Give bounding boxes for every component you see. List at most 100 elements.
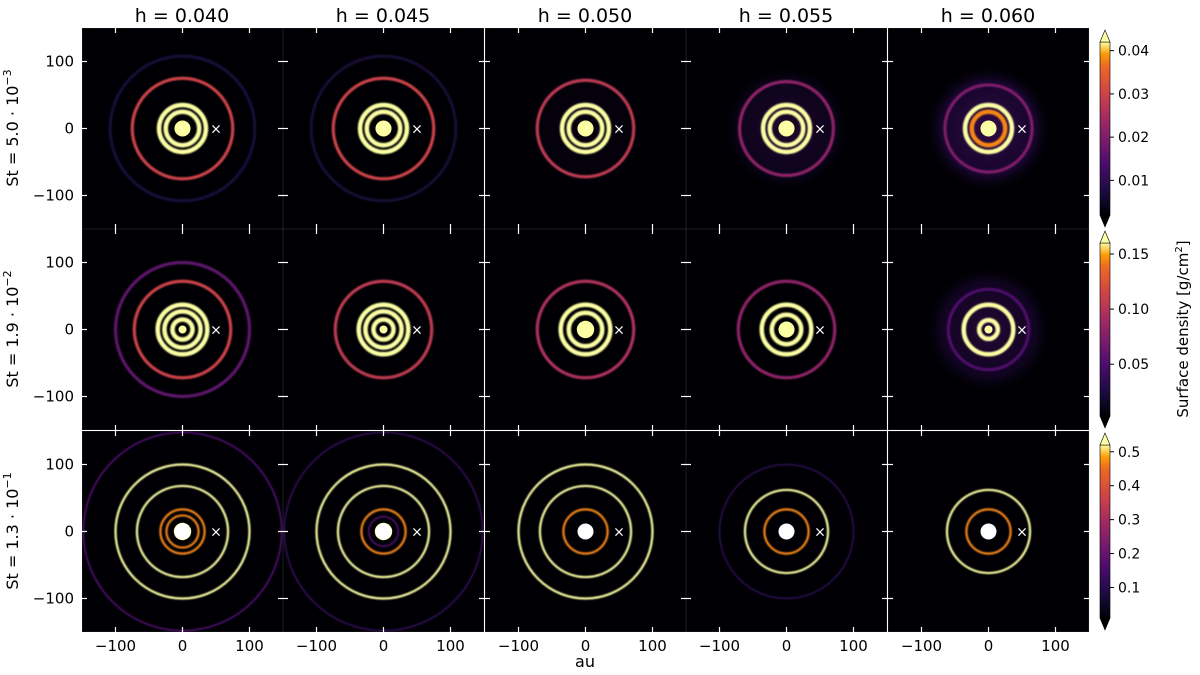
central-core-bright [778,523,795,540]
dust-ring [969,109,1008,148]
colorbar-2 [1099,444,1111,619]
panel-2-3: × [686,431,887,632]
colorbar-tick-label: 0.03 [1118,87,1149,103]
central-core [782,124,791,133]
panel-1-2: × [485,229,686,430]
dust-ring [367,515,400,548]
dust-ring [162,309,203,350]
dust-ring [718,463,855,600]
central-core [984,124,993,133]
central-core-bright [174,523,191,540]
y-tick-label: −100 [33,590,74,608]
dust-ring [165,514,200,549]
colorbar-extend-max [1099,29,1111,43]
x-tick-label: −100 [296,637,337,655]
dust-ring [159,508,206,555]
row-label-0: St = 5.0 · 10−3 [1,69,22,186]
row-label-0-main: St = 5.0 · 10 [3,86,22,187]
dust-ring [315,463,452,600]
colorbar-label: Surface density [g/cm2] [1174,240,1192,417]
row-label-2-main: St = 1.3 · 10 [3,489,22,590]
dust-ring [760,102,813,155]
dust-ring [769,312,804,347]
panel-0-3: × [686,28,887,229]
y-tick-label: 100 [45,456,74,474]
row-label-1-exp: −2 [1,270,14,286]
x-tick-label: 100 [235,637,264,655]
dust-ring [759,302,814,357]
central-core [581,124,590,133]
dust-ring [371,317,396,342]
row-label-1: St = 1.9 · 10−2 [1,270,22,387]
central-core [178,325,187,334]
dust-ring [363,309,404,350]
x-tick-label: 0 [984,637,994,655]
planet-marker: × [1016,525,1028,541]
y-tick-label: 0 [64,523,74,541]
x-tick-label: 0 [782,637,792,655]
panel-2-2: × [485,431,686,632]
panel-1-0: × [82,229,283,430]
panel-2-0: × [82,431,283,632]
column-title-3: h = 0.055 [739,5,833,27]
colorbar-tick-label: 0.1 [1118,580,1140,596]
central-core-bright [980,523,997,540]
dust-ring [336,484,431,579]
central-core-bright [577,523,594,540]
colorbar-extend-min [1099,415,1111,429]
dust-ring [333,279,434,380]
dust-ring [357,102,410,155]
dust-ring [562,508,609,555]
x-tick-label: −100 [95,637,136,655]
dust-ring [163,109,202,148]
dust-ring [135,484,230,579]
planet-marker: × [210,525,222,541]
colorbar-tick-label: 0.04 [1118,44,1149,60]
planet-marker: × [1016,323,1028,339]
dust-ring [962,102,1015,155]
dust-ring [114,463,251,600]
dust-ring [331,76,436,181]
panel-2-1: × [283,431,484,632]
panel-1-3: × [686,229,887,430]
panel-1-4: × [888,229,1089,430]
panel-0-1: × [283,28,484,229]
dust-ring [517,463,654,600]
colorbar-tick-label: 0.02 [1118,130,1149,146]
planet-marker: × [814,323,826,339]
x-tick-label: −100 [699,637,740,655]
dust-ring [535,78,636,179]
dust-ring [156,102,209,155]
colorbar-extend-min [1099,214,1111,228]
colorbar-1 [1099,242,1111,417]
dust-ring [965,508,1012,555]
planet-marker: × [613,323,625,339]
colorbar-tick-label: 0.2 [1118,547,1140,563]
colorbar-tick-label: 0.3 [1118,513,1140,529]
planet-marker: × [210,122,222,138]
dust-ring [558,302,613,357]
dust-ring [364,109,403,148]
colorbar-tick-label: 0.10 [1118,302,1149,318]
row-label-1-main: St = 1.9 · 10 [3,287,22,388]
planet-marker: × [411,323,423,339]
y-tick-label: −100 [33,388,74,406]
panel-0-4: × [888,28,1089,229]
y-tick-label: 100 [45,53,74,71]
planet-marker: × [613,122,625,138]
panel-0-2: × [485,28,686,229]
central-core-bright [375,523,392,540]
dust-ring [566,109,605,148]
colorbar-tick-label: 0.01 [1118,173,1149,189]
x-axis-label: au [575,652,595,671]
colorbar-tick-label: 0.15 [1118,247,1149,263]
y-tick-label: −100 [33,187,74,205]
central-core [782,325,791,334]
dust-ring [360,508,407,555]
planet-marker: × [411,122,423,138]
central-core [581,325,590,334]
x-tick-label: 100 [436,637,465,655]
x-tick-label: −100 [498,637,539,655]
dust-ring [736,279,837,380]
dust-ring [155,302,210,357]
